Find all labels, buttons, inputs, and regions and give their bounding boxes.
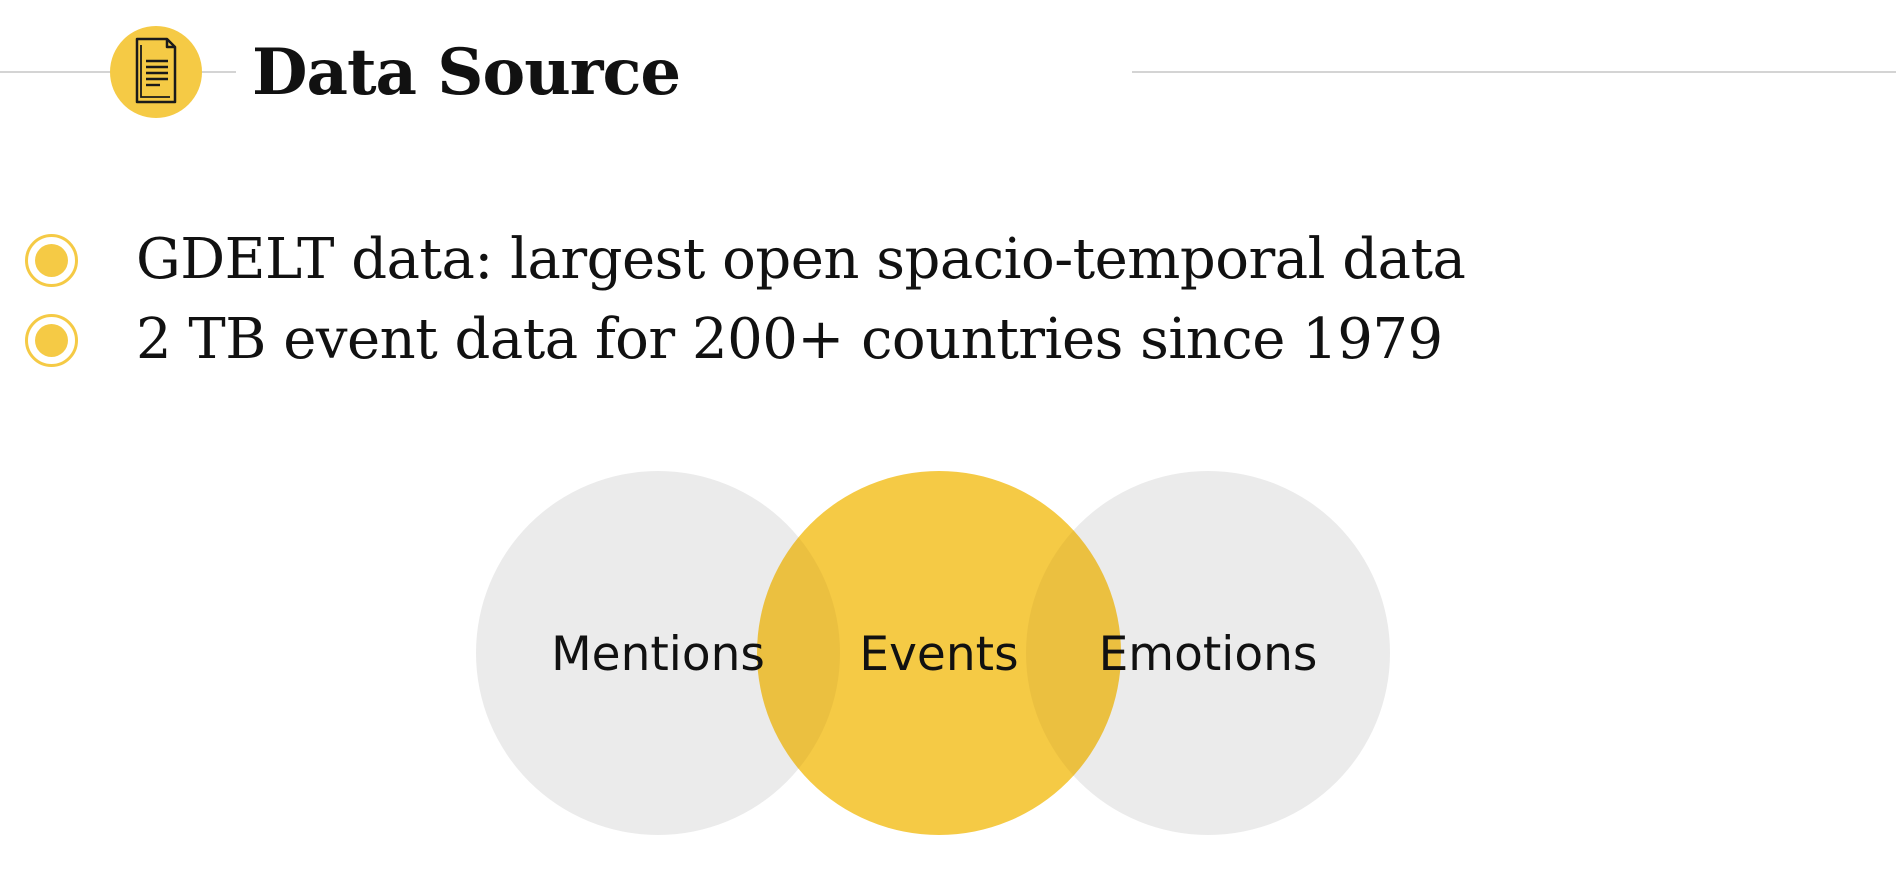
page-title: Data Source	[252, 35, 681, 110]
venn-label-emotions: Emotions	[1099, 627, 1318, 682]
list-item: 2 TB event data for 200+ countries since…	[0, 300, 1600, 380]
venn-circle-mentions	[476, 471, 840, 835]
document-icon	[110, 26, 202, 118]
bullet-text: 2 TB event data for 200+ countries since…	[136, 307, 1443, 372]
venn-circle-emotions	[1026, 471, 1390, 835]
bullet-icon	[25, 234, 78, 287]
bullet-text: GDELT data: largest open spacio-temporal…	[136, 227, 1466, 292]
list-item: GDELT data: largest open spacio-temporal…	[0, 220, 1600, 300]
venn-label-events: Events	[859, 627, 1018, 682]
bullet-icon	[25, 314, 78, 367]
header-rule-right	[1132, 71, 1896, 73]
venn-circle-events	[757, 471, 1121, 835]
venn-label-mentions: Mentions	[551, 627, 765, 682]
